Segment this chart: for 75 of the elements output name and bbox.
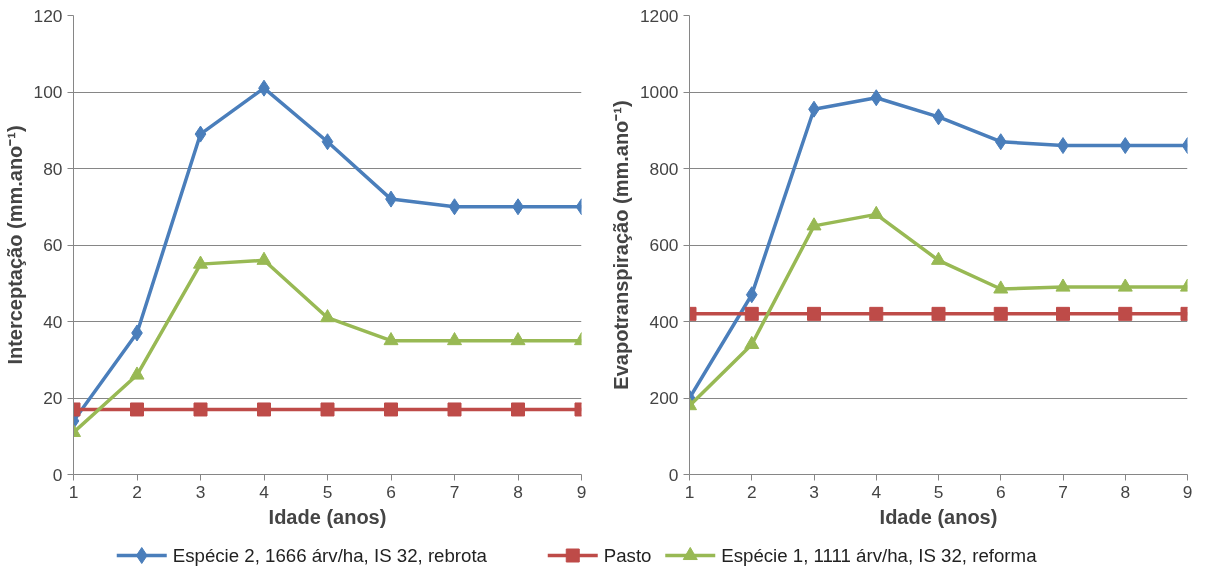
point [744, 335, 760, 349]
x-axis-title: Idade (anos) [268, 505, 387, 528]
point [510, 332, 526, 346]
point [932, 108, 945, 126]
point [193, 402, 208, 417]
x-tick-label: 4 [259, 481, 270, 502]
point [994, 133, 1007, 151]
y-tick-label: 80 [43, 158, 63, 179]
y-axis-title: Interceptação (mm.ano⁻¹) [3, 125, 26, 365]
x-tick-label: 8 [513, 481, 523, 502]
x-axis-title: Idade (anos) [879, 505, 998, 528]
x-tick-label: 1 [684, 481, 695, 502]
x-tick-label: 9 [1182, 481, 1193, 502]
point [745, 286, 758, 304]
x-tick-label: 3 [809, 481, 819, 502]
point [130, 402, 144, 417]
point [931, 306, 946, 321]
legend-label: Pasto [603, 545, 652, 566]
point [447, 332, 462, 346]
point [1117, 278, 1133, 292]
point [194, 125, 207, 143]
point [806, 217, 822, 231]
x-tick-label: 2 [132, 481, 142, 502]
point [993, 306, 1008, 321]
x-tick-label: 3 [195, 481, 206, 502]
x-tick-label: 8 [1120, 481, 1131, 502]
y-tick-label: 600 [649, 235, 679, 255]
point [256, 251, 272, 265]
y-tick-label: 0 [668, 464, 679, 485]
point [1056, 306, 1070, 321]
point [193, 255, 208, 269]
point [447, 402, 462, 417]
y-tick-label: 60 [43, 235, 63, 255]
y-tick-label: 20 [43, 388, 63, 408]
x-tick-label: 2 [746, 481, 757, 502]
y-tick-label: 0 [52, 464, 63, 485]
y-tick-label: 200 [649, 388, 679, 408]
x-tick-label: 6 [386, 481, 396, 502]
point [511, 402, 525, 417]
point [1119, 137, 1132, 155]
x-tick-label: 9 [576, 481, 587, 502]
x-tick-label: 5 [322, 481, 333, 502]
x-tick-label: 7 [1058, 481, 1068, 502]
x-tick-label: 6 [995, 481, 1006, 502]
point [869, 306, 884, 321]
y-tick-label: 800 [649, 158, 679, 179]
y-tick-label: 40 [43, 311, 63, 332]
point [320, 309, 335, 323]
x-tick-label: 4 [871, 481, 882, 502]
point [870, 89, 883, 107]
legend-label: Espécie 1, 1111 árv/ha, IS 32, reforma [721, 545, 1038, 566]
point [1118, 306, 1133, 321]
point [931, 251, 946, 265]
point [744, 306, 759, 321]
x-tick-label: 5 [933, 481, 944, 502]
point [383, 332, 399, 346]
point [384, 402, 398, 417]
point [129, 366, 145, 380]
point [1055, 278, 1071, 292]
y-axis-title: Evapotranspiração (mm.ano⁻¹) [609, 100, 632, 390]
point [448, 198, 461, 216]
y-tick-label: 1000 [639, 82, 679, 102]
point [868, 205, 884, 219]
point [257, 402, 271, 417]
point [807, 306, 821, 321]
x-tick-label: 1 [68, 481, 79, 502]
y-tick-label: 120 [33, 5, 63, 26]
y-tick-label: 1200 [639, 5, 679, 26]
point [320, 402, 335, 417]
legend-label: Espécie 2, 1666 árv/ha, IS 32, rebrota [172, 545, 488, 566]
y-tick-label: 400 [649, 311, 679, 332]
point [321, 133, 334, 151]
x-tick-label: 7 [449, 481, 460, 502]
point [993, 280, 1009, 294]
y-tick-label: 100 [33, 82, 63, 102]
